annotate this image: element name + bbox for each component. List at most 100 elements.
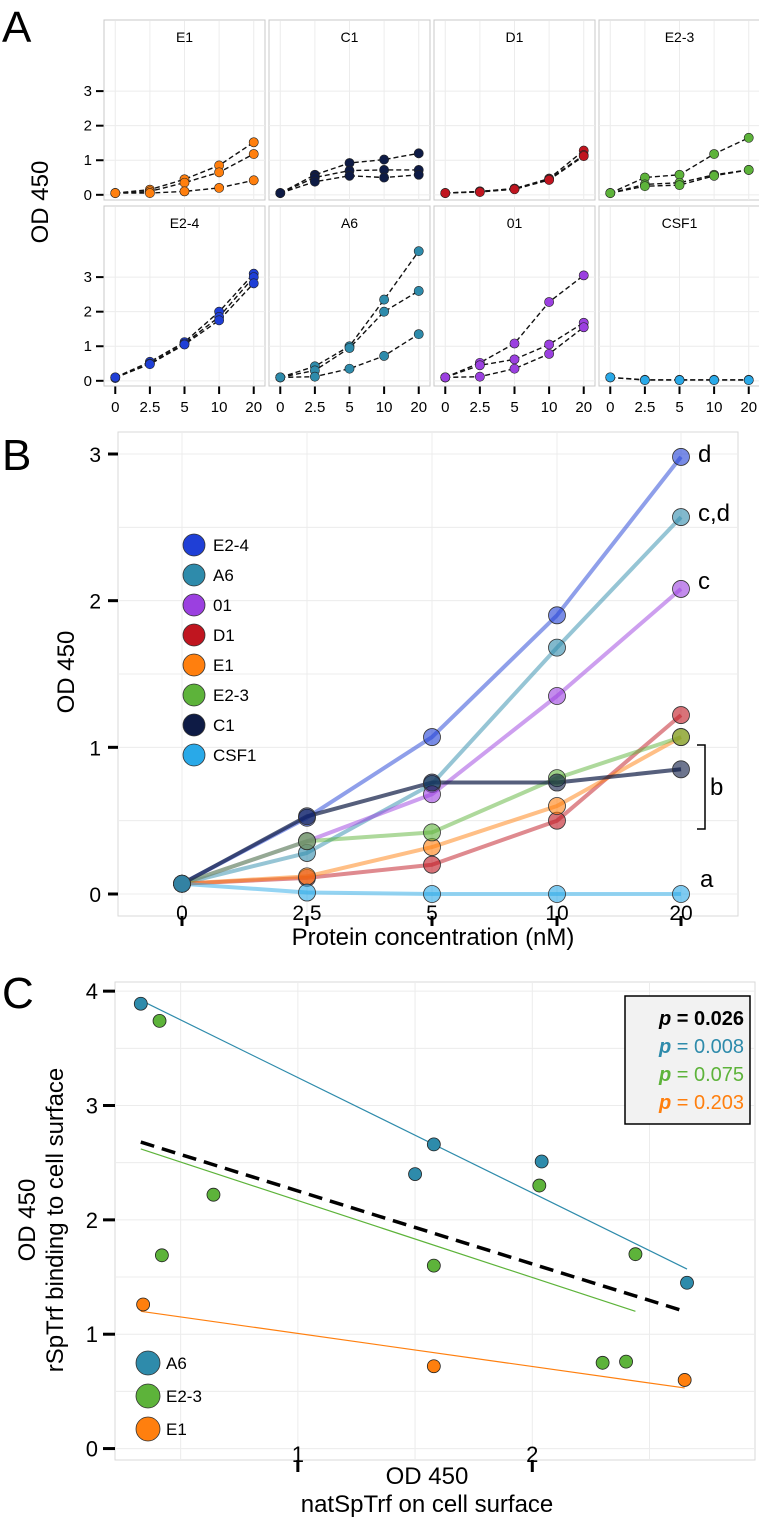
panel-letter-b: B bbox=[2, 431, 31, 480]
facet-point bbox=[344, 170, 355, 181]
facet-point bbox=[509, 184, 520, 195]
facet-point bbox=[379, 172, 390, 183]
panel-c-y-axis-subtitle: rSpTrf binding to cell surface bbox=[42, 1068, 69, 1373]
facet-point bbox=[709, 375, 720, 386]
facet-point bbox=[674, 180, 685, 191]
facet-point bbox=[709, 170, 720, 181]
facet-replicate-line bbox=[445, 322, 585, 379]
panel-c-legend: A6 E2-3 E1 bbox=[135, 1350, 202, 1442]
facet-point bbox=[743, 375, 754, 386]
x-tick-label: 5 bbox=[510, 399, 518, 416]
facet-replicate-line bbox=[610, 376, 749, 381]
scatter-point-a6 bbox=[680, 1275, 694, 1290]
facet-point bbox=[248, 149, 259, 159]
series-point-e1 bbox=[298, 867, 316, 886]
panel-b-series-points bbox=[173, 448, 690, 903]
y-tick-label: 3 bbox=[86, 1094, 98, 1119]
panel-c-fit-lines bbox=[140, 999, 688, 1389]
scatter-point-e2-3 bbox=[628, 1247, 643, 1262]
panel-a-y-axis-title: OD 450 bbox=[27, 161, 54, 244]
facet-a6: A6 bbox=[268, 205, 431, 387]
scatter-point-e2-3 bbox=[595, 1355, 610, 1370]
facet-point bbox=[179, 177, 190, 188]
panel-c-y-axis-title: OD 450 bbox=[14, 1179, 41, 1262]
legend-label-csf1: CSF1 bbox=[213, 746, 256, 765]
scatter-point-e1 bbox=[136, 1297, 151, 1312]
x-tick-label: 20 bbox=[410, 399, 427, 416]
x-tick-label: 0 bbox=[276, 399, 284, 416]
series-point-c1 bbox=[672, 760, 690, 779]
facet-label: C1 bbox=[341, 29, 359, 45]
facet-label: E1 bbox=[176, 29, 193, 45]
panel-a-y-ticks: 0 1 2 3 0 1 2 3 bbox=[84, 83, 104, 390]
facet-label: CSF1 bbox=[662, 215, 698, 231]
facet-point bbox=[639, 181, 650, 192]
scatter-point-e2-3 bbox=[206, 1187, 221, 1202]
facet-replicate-line bbox=[280, 333, 420, 379]
legend-label-d1: D1 bbox=[213, 626, 235, 645]
x-tick-label: 0 bbox=[441, 399, 449, 416]
legend-swatch-e1 bbox=[135, 1416, 161, 1442]
facet-point bbox=[309, 176, 320, 187]
pvalue-line-2: p = 0.075 bbox=[658, 1064, 744, 1086]
facet-point bbox=[639, 375, 650, 386]
series-point-d1 bbox=[423, 855, 441, 874]
facet-point bbox=[275, 372, 286, 383]
pvalue-symbol: p bbox=[658, 1064, 671, 1086]
panel-b-legend: E2-4 A6 01 D1 E1 E2-3 C1 CSF1 bbox=[182, 533, 256, 767]
facet-point bbox=[413, 329, 424, 340]
x-tick-label: 0 bbox=[176, 902, 188, 925]
facet-replicate-line bbox=[115, 179, 254, 194]
x-tick-label: 0 bbox=[111, 399, 119, 416]
y-tick-label: 3 bbox=[84, 83, 92, 100]
series-point-c1 bbox=[548, 773, 566, 792]
facet-point bbox=[544, 348, 555, 359]
series-point-csf1 bbox=[672, 885, 690, 903]
pvalue-line-0: p = 0.026 bbox=[658, 1008, 744, 1030]
x-tick-label: 10 bbox=[545, 902, 568, 925]
y-tick-label: 3 bbox=[84, 269, 92, 286]
facet-point bbox=[179, 339, 190, 350]
facet-point bbox=[379, 154, 390, 165]
pvalue-symbol: p bbox=[658, 1008, 671, 1030]
facet-point bbox=[509, 363, 520, 374]
series-point-01 bbox=[672, 580, 690, 598]
facet-label: E2-3 bbox=[665, 29, 695, 45]
legend-swatch-e2-3 bbox=[135, 1383, 161, 1409]
panel-b-x-ticks: 0 2.5 5 10 20 bbox=[176, 902, 693, 926]
facet-point bbox=[413, 246, 424, 257]
scatter-point-e2-3 bbox=[152, 1013, 167, 1028]
series-point-e2-4 bbox=[672, 448, 690, 466]
series-point-01 bbox=[548, 687, 566, 705]
panel-letter-a: A bbox=[2, 3, 32, 52]
legend-swatch-e1 bbox=[182, 653, 206, 677]
facet-point bbox=[110, 372, 121, 383]
legend-label-e1: E1 bbox=[213, 656, 234, 675]
pvalue-symbol: p bbox=[658, 1036, 671, 1058]
sig-label-cd: c,d bbox=[698, 500, 730, 527]
x-tick-label: 2.5 bbox=[139, 399, 160, 416]
facet-point bbox=[578, 270, 589, 281]
series-point-csf1 bbox=[548, 885, 566, 903]
facet-point bbox=[709, 149, 720, 159]
facet-point bbox=[474, 187, 485, 197]
x-tick-label: 2.5 bbox=[292, 902, 321, 925]
facet-point bbox=[248, 137, 259, 148]
legend-label-e2-3: E2-3 bbox=[166, 1387, 202, 1406]
legend-label-c1: C1 bbox=[213, 716, 235, 735]
facet-point bbox=[509, 338, 520, 349]
facet-point bbox=[440, 372, 451, 383]
scatter-point-a6 bbox=[426, 1137, 441, 1152]
facet-e1: E1 bbox=[103, 19, 266, 201]
facet-point bbox=[413, 148, 424, 159]
x-tick-label: 5 bbox=[675, 399, 683, 416]
legend-label-e2-4: E2-4 bbox=[213, 536, 249, 555]
x-tick-label: 10 bbox=[211, 399, 228, 416]
facet-point bbox=[309, 371, 320, 382]
pvalue-symbol: p bbox=[658, 1092, 671, 1114]
scatter-point-e1 bbox=[677, 1373, 692, 1387]
facet-point bbox=[544, 297, 555, 307]
